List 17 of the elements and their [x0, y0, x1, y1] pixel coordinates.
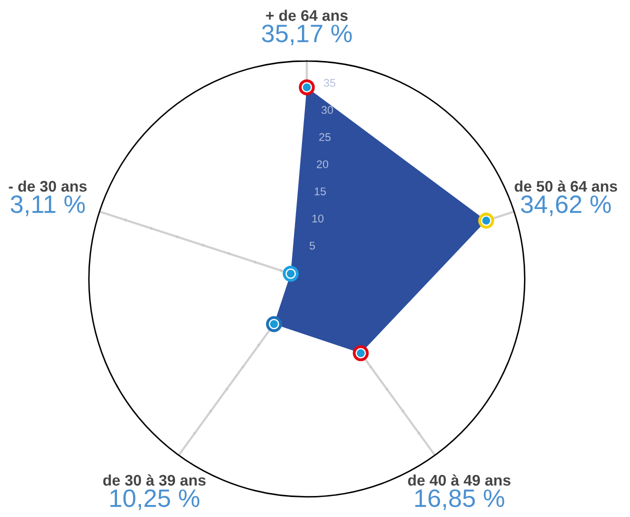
y-tick-label: 25	[319, 133, 331, 142]
text: 3,11 %	[10, 195, 85, 216]
y-tick-label: 20	[316, 160, 328, 168]
text: 16,85 %	[415, 489, 504, 510]
y-tick-label: 35	[324, 78, 336, 87]
y-tick-label: 15	[314, 188, 326, 196]
spoke-label: de 30 à 39 ans	[103, 474, 206, 486]
text: 35,17 %	[262, 24, 352, 46]
text: 10,25 %	[110, 489, 200, 510]
y-tick-label: 5	[310, 242, 315, 250]
text: 34,62 %	[520, 195, 611, 216]
spoke-label: - de 30 ans	[8, 180, 87, 192]
spoke-label: de 50 à 64 ans	[514, 180, 618, 192]
y-tick-label: 10	[312, 214, 324, 222]
spoke-label: + de 64 ans	[266, 10, 348, 21]
spoke-label: de 40 à 49 ans	[408, 474, 510, 486]
y-tick-label: 30	[321, 106, 333, 114]
